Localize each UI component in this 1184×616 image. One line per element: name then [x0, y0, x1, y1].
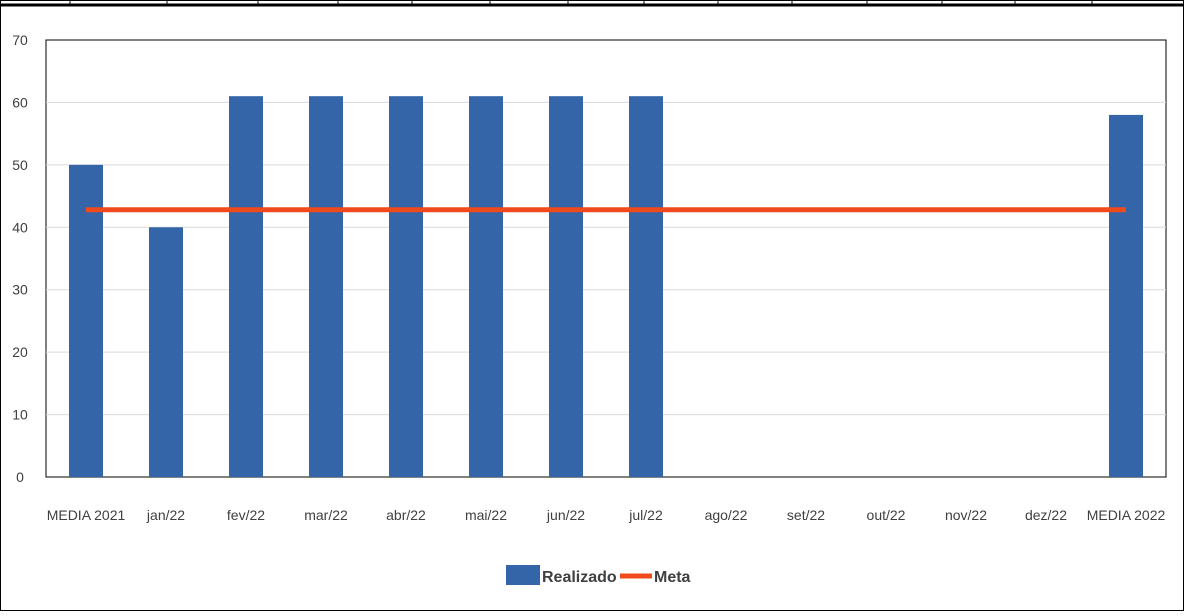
legend-label-meta: Meta [654, 569, 691, 586]
x-tick-label: mai/22 [465, 507, 507, 523]
x-tick-label: ago/22 [705, 507, 748, 523]
legend-label-realizado: Realizado [542, 569, 617, 586]
y-tick-label: 20 [12, 344, 28, 360]
y-tick-label: 10 [12, 407, 28, 423]
x-tick-label: jan/22 [146, 507, 185, 523]
bar-realizado [629, 96, 663, 477]
x-tick-label: fev/22 [227, 507, 265, 523]
x-tick-label: jul/22 [628, 507, 663, 523]
x-tick-label: dez/22 [1025, 507, 1067, 523]
y-tick-label: 30 [12, 282, 28, 298]
bar-realizado [1109, 114, 1143, 478]
y-tick-label: 40 [12, 219, 28, 235]
x-tick-label: set/22 [787, 507, 825, 523]
x-tick-label: MEDIA 2021 [47, 507, 126, 523]
y-tick-label: 70 [12, 32, 28, 48]
bar-series-realizado [69, 96, 1143, 478]
bar-realizado [469, 96, 503, 477]
x-tick-label: jun/22 [546, 507, 585, 523]
legend: Realizado Meta [506, 565, 691, 586]
bar-realizado [149, 227, 183, 477]
x-tick-label: abr/22 [386, 507, 426, 523]
bar-realizado [229, 96, 263, 477]
y-tick-label: 0 [16, 469, 24, 485]
x-axis: MEDIA 2021 jan/22 fev/22 mar/22 abr/22 mai/22… [47, 507, 1166, 523]
y-tick-label: 50 [12, 157, 28, 173]
legend-swatch-realizado [506, 565, 540, 585]
bar-realizado [69, 164, 103, 477]
bar-realizado [309, 96, 343, 477]
x-tick-label: mar/22 [304, 507, 348, 523]
y-tick-label: 60 [12, 94, 28, 110]
bar-realizado [389, 96, 423, 477]
bar-realizado [549, 96, 583, 477]
x-tick-label: MEDIA 2022 [1087, 507, 1166, 523]
gridlines [46, 101, 1166, 416]
x-tick-label: out/22 [867, 507, 906, 523]
plot-area-border [45, 39, 1167, 478]
x-tick-label: nov/22 [945, 507, 987, 523]
y-axis: 0 10 20 30 40 50 60 70 [12, 32, 28, 485]
